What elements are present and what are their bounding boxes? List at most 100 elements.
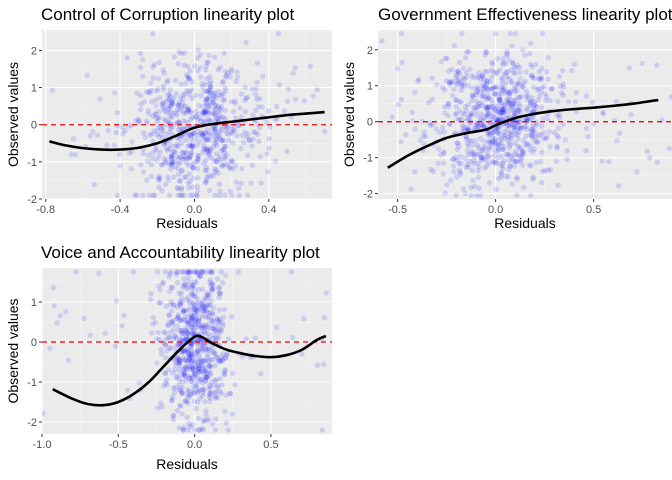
data-point [499, 84, 505, 90]
data-point [222, 355, 229, 361]
data-point [204, 177, 210, 184]
data-point [468, 111, 475, 117]
data-point [184, 73, 191, 80]
data-point [523, 93, 530, 100]
data-point [203, 369, 209, 375]
data-point [213, 140, 219, 147]
data-point [475, 142, 481, 149]
data-point [322, 128, 328, 135]
data-point [238, 180, 244, 186]
data-point [192, 92, 199, 99]
data-point [197, 368, 203, 375]
data-point [193, 317, 199, 323]
data-point [160, 279, 166, 285]
data-point [206, 368, 212, 374]
data-point [519, 152, 526, 158]
data-point [463, 164, 469, 170]
data-point [153, 147, 160, 154]
data-point [500, 165, 506, 172]
data-point [511, 89, 518, 95]
data-point [496, 116, 502, 123]
data-point [508, 129, 515, 136]
data-point [498, 91, 504, 97]
data-point [512, 124, 518, 130]
data-point [212, 395, 219, 401]
data-point [195, 388, 202, 394]
data-point [206, 359, 212, 365]
data-point [525, 92, 531, 99]
data-point [200, 84, 206, 90]
data-point [208, 298, 214, 304]
data-point [503, 115, 509, 121]
data-point [228, 159, 234, 165]
data-point [195, 309, 201, 316]
data-point [216, 92, 223, 99]
data-point [245, 192, 251, 198]
data-point [235, 185, 242, 191]
data-point [201, 309, 207, 315]
data-point [573, 89, 580, 96]
data-point [493, 125, 499, 132]
data-point [178, 317, 184, 323]
data-point [481, 123, 487, 130]
data-point [189, 143, 195, 149]
data-point [168, 100, 175, 106]
data-point [181, 110, 187, 117]
data-point [65, 357, 72, 364]
data-point [184, 319, 190, 325]
data-point [497, 67, 503, 73]
data-point [200, 385, 207, 392]
data-point [474, 98, 480, 105]
data-point [179, 411, 185, 417]
data-point [201, 368, 207, 374]
data-point [179, 295, 185, 302]
data-point [195, 55, 201, 61]
data-point [197, 273, 203, 280]
data-point [276, 82, 283, 88]
data-point [200, 160, 207, 166]
data-point [494, 84, 500, 90]
data-point [445, 104, 452, 110]
data-point [496, 131, 502, 137]
x-tick-label: -0.4 [111, 204, 130, 216]
data-point [198, 376, 204, 382]
data-point [181, 103, 187, 110]
data-point [214, 326, 221, 332]
data-point [174, 323, 181, 329]
data-point [147, 132, 153, 138]
data-point [193, 109, 199, 115]
data-point [473, 112, 480, 118]
data-point [483, 105, 489, 111]
data-point [532, 138, 538, 144]
data-point [210, 93, 216, 99]
data-point [187, 68, 193, 74]
data-point [196, 273, 203, 279]
data-point [223, 354, 229, 361]
data-point [556, 112, 563, 118]
data-point [150, 321, 156, 327]
data-point [466, 113, 473, 119]
data-point [207, 90, 214, 97]
data-point [136, 120, 142, 126]
data-point [166, 334, 173, 341]
data-point [441, 150, 447, 157]
data-point [174, 154, 181, 160]
data-point [457, 169, 463, 175]
data-point [206, 109, 212, 116]
data-point [180, 338, 187, 345]
data-point [168, 124, 175, 130]
data-point [476, 74, 482, 80]
data-point [204, 101, 210, 108]
data-point [166, 334, 172, 341]
data-point [465, 151, 472, 158]
data-point [154, 269, 161, 275]
data-point [253, 107, 259, 114]
data-point [213, 354, 220, 360]
data-point [246, 137, 253, 144]
data-point [156, 177, 163, 183]
data-point [447, 121, 453, 127]
data-point [199, 269, 206, 275]
data-point [190, 165, 196, 172]
data-point [553, 158, 560, 164]
data-point [235, 74, 241, 80]
